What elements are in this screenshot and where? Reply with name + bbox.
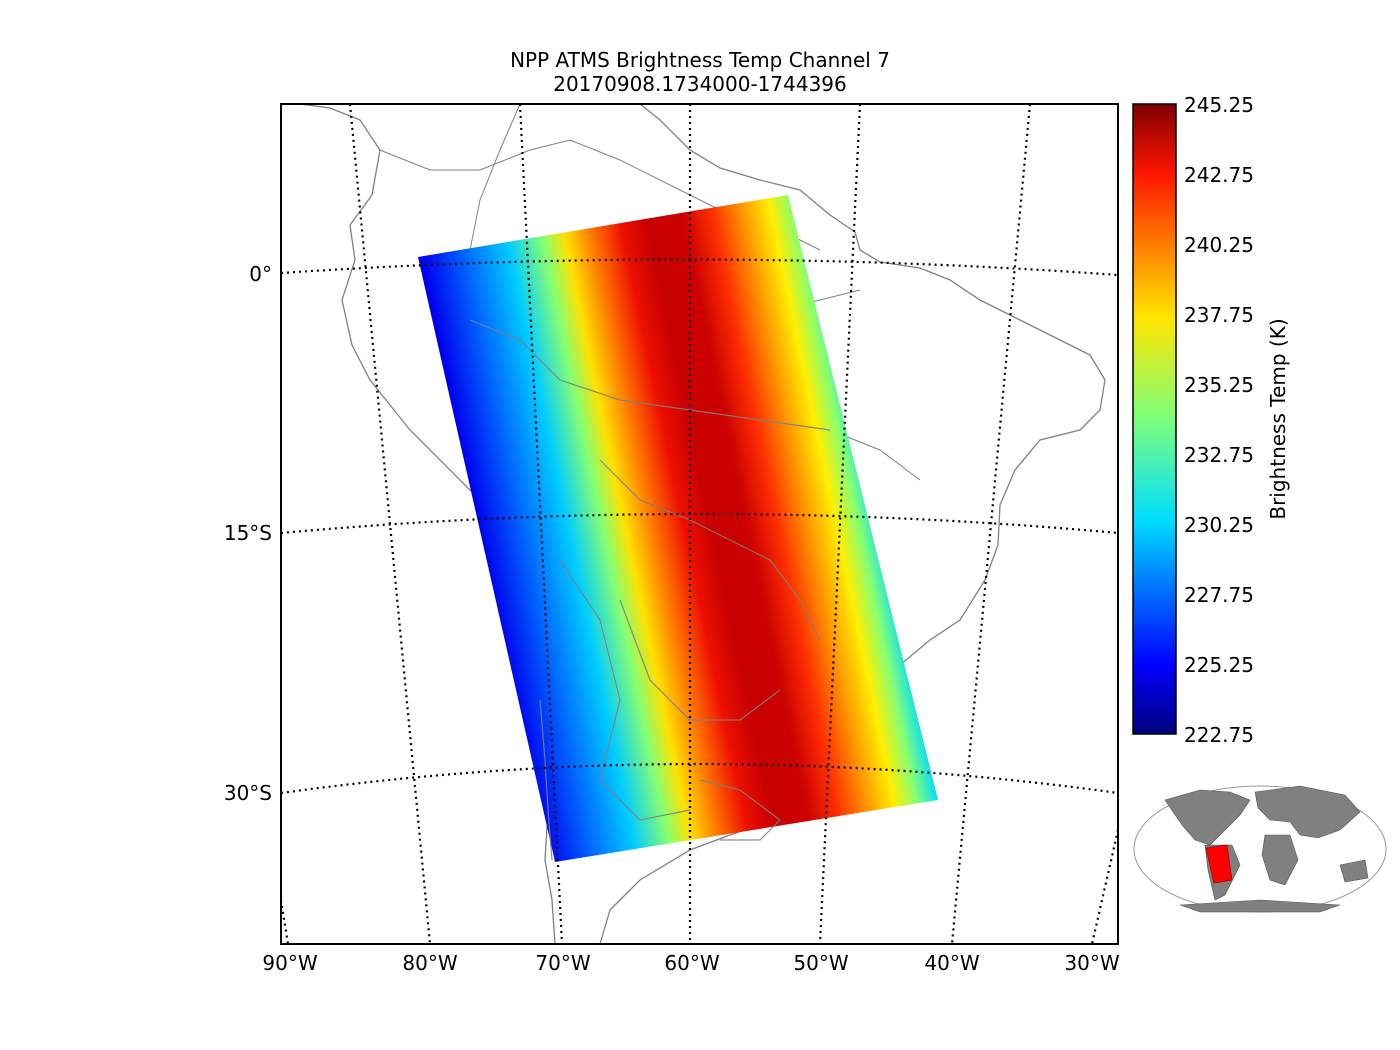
map-frame <box>280 103 1119 945</box>
lon-axis: 90°W 80°W 70°W 60°W 50°W 40°W 30°W <box>262 951 1119 975</box>
lon-label: 80°W <box>402 951 457 975</box>
colorbar-tick: 225.25 <box>1184 653 1254 677</box>
colorbar-tick: 235.25 <box>1184 373 1254 397</box>
lon-label: 40°W <box>924 951 979 975</box>
lon-label: 90°W <box>262 951 317 975</box>
lon-label: 30°W <box>1064 951 1119 975</box>
colorbar <box>1132 103 1177 735</box>
colorbar-tick: 230.25 <box>1184 513 1254 537</box>
colorbar-tick: 227.75 <box>1184 583 1254 607</box>
colorbar-label: Brightness Temp (K) <box>1266 318 1290 519</box>
inset-world-map <box>1133 785 1387 913</box>
meridian-40w <box>950 104 1032 944</box>
meridian-50w <box>818 104 862 944</box>
brightness-temp-swath <box>418 195 938 862</box>
lat-axis: 0° 15°S 30°S <box>224 262 272 805</box>
lon-label: 50°W <box>793 951 848 975</box>
meridian-30w <box>1090 829 1118 944</box>
lat-label: 15°S <box>224 521 272 545</box>
colorbar-tick: 232.75 <box>1184 443 1254 467</box>
lat-label: 0° <box>249 262 272 286</box>
colorbar-tick: 222.75 <box>1184 723 1254 747</box>
meridian-80w <box>348 104 432 944</box>
parallel-0 <box>281 258 1118 277</box>
graticule <box>281 104 1118 944</box>
lon-label: 60°W <box>664 951 719 975</box>
map-subtitle: 20170908.1734000-1744396 <box>553 72 847 96</box>
meridian-70w <box>518 104 564 944</box>
colorbar-ticks: 245.25 242.75 240.25 237.75 235.25 232.7… <box>1184 93 1254 747</box>
colorbar-tick: 242.75 <box>1184 163 1254 187</box>
meridian-90w <box>281 899 290 944</box>
colorbar-tick: 245.25 <box>1184 93 1254 117</box>
colorbar-tick: 237.75 <box>1184 303 1254 327</box>
parallel-30s <box>281 762 1118 795</box>
lat-label: 30°S <box>224 781 272 805</box>
map-canvas <box>281 104 1118 944</box>
colorbar-tick: 240.25 <box>1184 233 1254 257</box>
parallel-15s <box>281 512 1118 535</box>
inset-swath-highlight <box>1205 844 1233 884</box>
map-title: NPP ATMS Brightness Temp Channel 7 <box>510 48 890 72</box>
inset-land <box>1164 785 1369 913</box>
lon-label: 70°W <box>535 951 590 975</box>
